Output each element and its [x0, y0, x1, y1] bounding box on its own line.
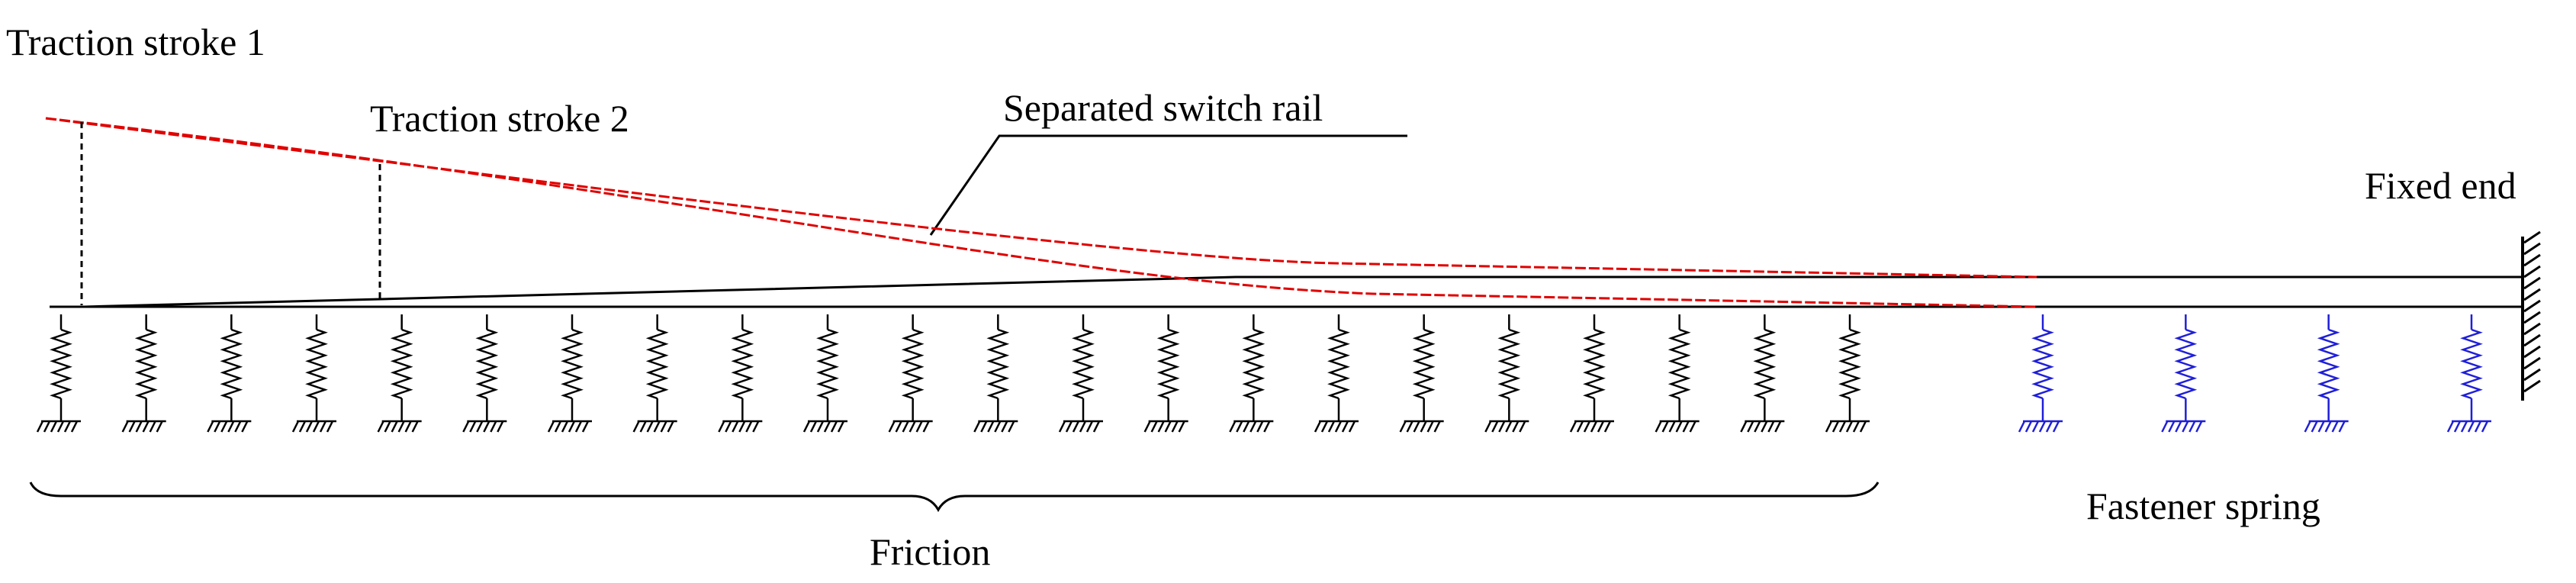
fastener-spring-group: [2018, 314, 2491, 433]
friction-spring: [462, 314, 507, 433]
friction-spring: [718, 314, 763, 433]
friction-spring: [207, 314, 252, 433]
fastener-spring: [2161, 314, 2206, 433]
friction-spring: [1143, 314, 1188, 433]
friction-brace: [29, 482, 1880, 513]
friction-spring: [973, 314, 1018, 433]
friction-spring: [1740, 314, 1785, 433]
traction-stroke-2-label: Traction stroke 2: [370, 97, 629, 140]
friction-spring: [1655, 314, 1700, 433]
fastener-spring-label: Fastener spring: [2086, 485, 2320, 527]
traction-stroke-1-label: Traction stroke 1: [6, 21, 265, 63]
fixed-end-support: [2521, 230, 2541, 401]
friction-spring: [121, 314, 166, 433]
fastener-spring: [2446, 314, 2491, 433]
friction-spring: [1314, 314, 1359, 433]
friction-spring: [1058, 314, 1103, 433]
friction-spring: [1229, 314, 1274, 433]
fastener-spring: [2304, 314, 2349, 433]
friction-label: Friction: [870, 530, 990, 573]
friction-spring: [36, 314, 81, 433]
fixed-end-label: Fixed end: [2365, 164, 2517, 207]
friction-spring: [802, 314, 847, 433]
friction-spring: [1484, 314, 1529, 433]
friction-spring-group: [36, 314, 1870, 433]
fastener-spring: [2018, 314, 2063, 433]
friction-spring: [291, 314, 336, 433]
displaced-rail-stroke-1: [45, 117, 2037, 279]
friction-spring: [1569, 314, 1614, 433]
friction-spring: [547, 314, 592, 433]
switch-rail-leader-line: [929, 134, 1407, 236]
friction-spring: [1825, 314, 1870, 433]
separated-switch-rail-label: Separated switch rail: [1003, 86, 1323, 129]
friction-spring: [632, 314, 677, 433]
displaced-rail-stroke-2: [45, 117, 2037, 308]
friction-spring: [888, 314, 933, 433]
switch-rail-line: [83, 275, 2521, 308]
friction-spring: [1399, 314, 1444, 433]
friction-spring: [377, 314, 422, 433]
